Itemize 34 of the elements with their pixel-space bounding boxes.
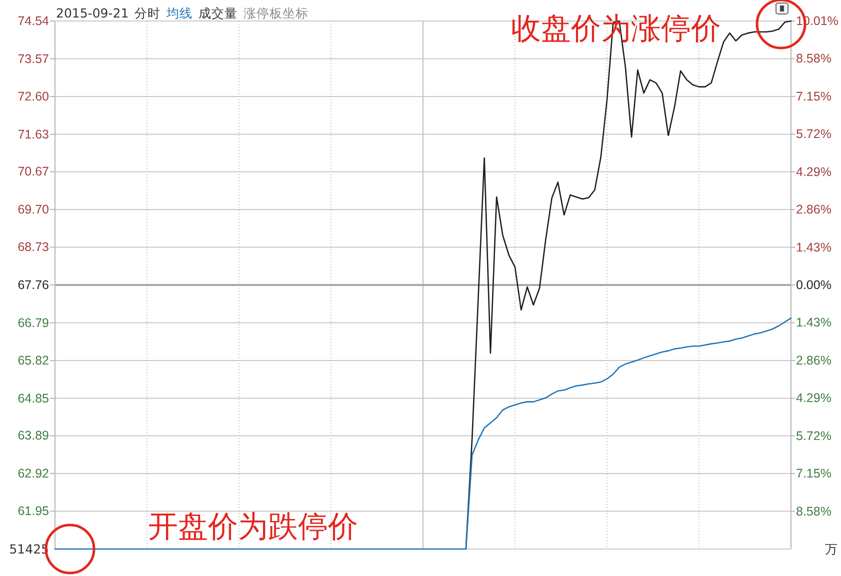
y-tick-label: 69.70 (18, 202, 50, 216)
y2-tick-label: 5.72% (796, 428, 832, 443)
y-tick-label: 73.57 (18, 52, 50, 66)
y-tick-label: 62.92 (18, 466, 50, 480)
y-tick-label: 68.73 (18, 240, 50, 254)
y2-tick-label: 2.86% (796, 202, 832, 217)
y2-tick-label: 7.15% (796, 466, 832, 481)
y2-tick-label: 8.58% (796, 504, 832, 518)
y-tick-label: 65.82 (18, 354, 50, 368)
y-tick-label: 61.95 (18, 504, 50, 518)
y-tick-label: 67.76 (18, 278, 50, 292)
y-tick-label: 74.54 (18, 14, 50, 28)
y2-tick-label: 4.29% (796, 391, 832, 406)
text: 万 (825, 542, 838, 556)
text: 均线 (166, 6, 193, 20)
y2-tick-label: 7.15% (796, 89, 832, 104)
y-tick-label: 70.67 (18, 164, 50, 179)
y-tick-label: 72.60 (18, 90, 50, 104)
y-tick-label: 71.63 (18, 127, 50, 142)
text: 成交量 (198, 6, 238, 20)
y-tick-label: 66.79 (18, 316, 50, 330)
text: 涨停板坐标 (244, 6, 309, 20)
y2-tick-label: 1.43% (796, 316, 832, 330)
y2-tick-label: 8.58% (796, 52, 832, 66)
text: 分时 (134, 6, 161, 20)
y2-tick-label: 1.43% (796, 240, 832, 254)
y2-tick-label: 2.86% (796, 353, 832, 368)
y-tick-label: 64.85 (18, 391, 50, 406)
y2-tick-label: 0.00% (796, 278, 832, 292)
chart-title: 2015-09-21 (56, 6, 129, 20)
annotation: 开盘价为跌停价 (148, 510, 358, 544)
y2-tick-label: 4.29% (796, 164, 832, 179)
y2-tick-label: 5.72% (796, 127, 832, 142)
y-tick-label: 63.89 (18, 428, 50, 443)
